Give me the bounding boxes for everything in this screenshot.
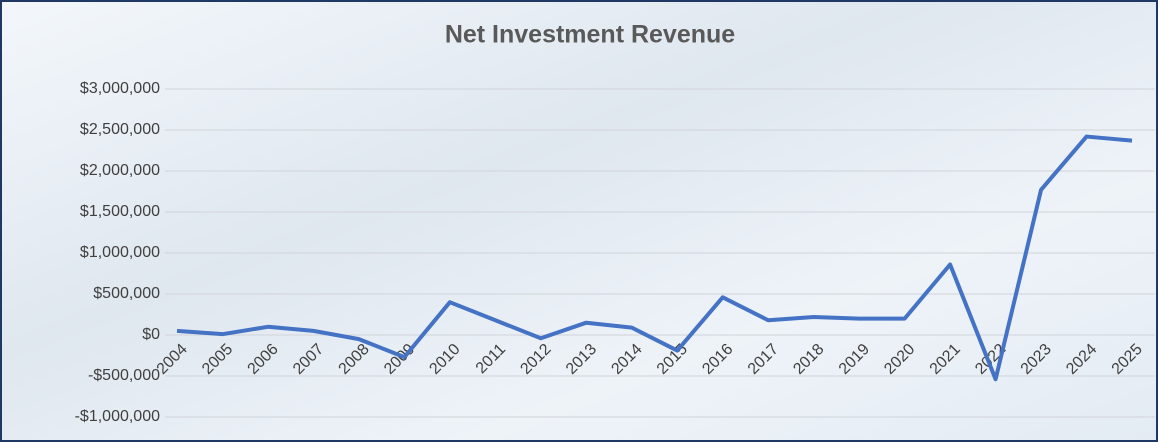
y-tick-label: -$500,000 [88,367,160,384]
chart-title: Net Investment Revenue [445,21,735,49]
data-line [176,134,1133,382]
y-tick-label: $500,000 [93,285,160,302]
y-tick-label: $3,000,000 [80,80,160,97]
y-tick-label: $2,500,000 [80,121,160,138]
y-tick-label: -$1,000,000 [75,408,161,425]
y-tick-label: $2,000,000 [80,162,160,179]
y-tick-label: $1,500,000 [80,203,160,220]
y-tick-label: $1,000,000 [80,244,160,261]
y-tick-label: $0 [142,326,160,343]
